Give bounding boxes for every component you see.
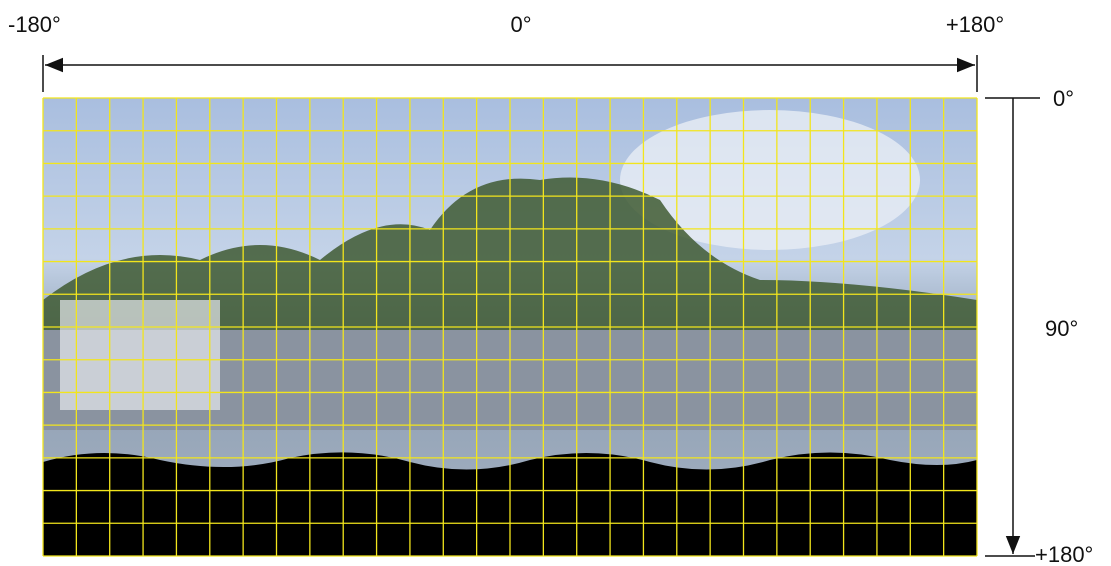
diagram: -180° 0° +180° 0° 90° +180° — [0, 0, 1111, 566]
axis-label: 0° — [1053, 86, 1074, 111]
axis-label: 90° — [1045, 316, 1078, 341]
fence — [60, 300, 220, 410]
page: -180° 0° +180° 0° 90° +180° (() => { con… — [0, 0, 1111, 566]
axis-label: -180° — [8, 12, 61, 37]
axis-label: 0° — [510, 12, 531, 37]
axis-label: +180° — [1035, 542, 1093, 566]
axis-label: +180° — [946, 12, 1004, 37]
